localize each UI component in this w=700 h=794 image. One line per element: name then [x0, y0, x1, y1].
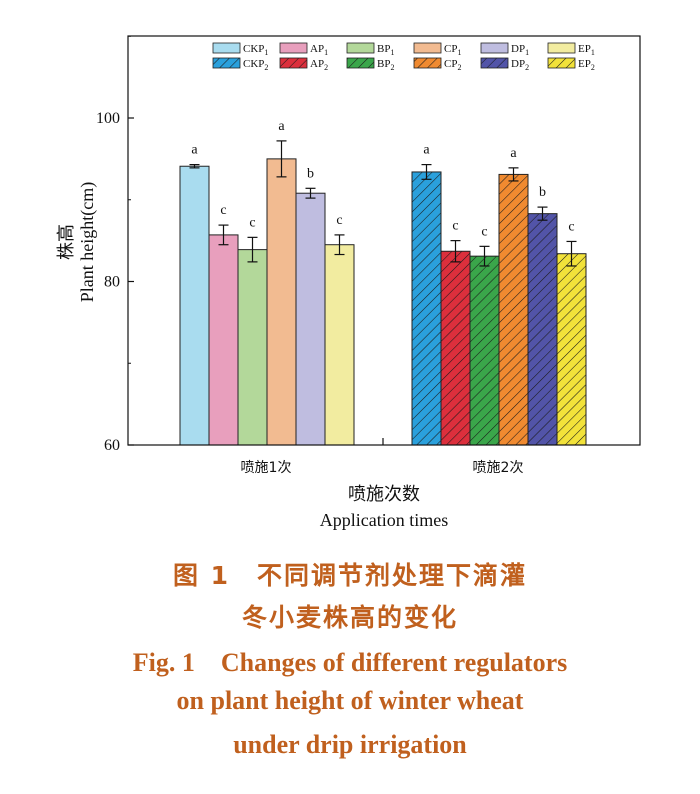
plot-frame: [127, 35, 641, 446]
caption-en-line1: Fig. 1 Changes of different regulators: [132, 648, 568, 677]
bar-dp1: [295, 192, 326, 446]
bar-ap1: [208, 234, 239, 446]
legend-label: EP2: [578, 58, 595, 72]
significance-label: a: [278, 119, 285, 134]
legend: CKP1 AP1 BP1 CP1 DP1 EP1 CKP2 AP2 BP2 CP2 DP2 EP2: [212, 42, 595, 72]
x-tick-label: 喷施2次: [473, 460, 524, 476]
caption-cn-line1: 图 1 不同调节剂处理下滴灌: [172, 561, 528, 590]
legend-swatch: [212, 57, 241, 69]
legend-label-subscript: 2: [457, 63, 461, 72]
legend-label-subscript: 1: [525, 48, 529, 57]
x-axis-label-en: Application times: [320, 510, 448, 530]
bar-dp2: [527, 213, 558, 446]
legend-label: AP1: [310, 43, 328, 57]
bar-ep1: [324, 244, 355, 446]
y-axis-label-en: Plant height(cm): [77, 182, 98, 302]
significance-label: b: [307, 166, 314, 181]
legend-label: BP2: [377, 58, 394, 72]
bar-bp2: [469, 255, 500, 446]
legend-swatch: [346, 57, 375, 69]
legend-label-subscript: 2: [324, 63, 328, 72]
legend-label-subscript: 1: [457, 48, 461, 57]
legend-label: CP1: [444, 43, 461, 57]
bar-ckp2: [411, 171, 442, 446]
legend-swatch: [346, 42, 375, 54]
y-axis-label-cn: 株高: [56, 224, 77, 260]
bar-ckp1: [179, 165, 210, 446]
y-tick-label: 60: [104, 437, 120, 454]
caption-en-line2: on plant height of winter wheat: [176, 686, 524, 715]
legend-label-subscript: 1: [390, 48, 394, 57]
x-tick-label: 喷施1次: [241, 460, 292, 476]
legend-swatch: [212, 42, 241, 54]
legend-swatch: [547, 42, 576, 54]
legend-swatch: [279, 42, 308, 54]
y-tick-label: 100: [96, 110, 120, 127]
significance-label: c: [249, 215, 255, 230]
bar-cp2: [498, 173, 529, 446]
caption-cn-line2: 冬小麦株高的变化: [241, 603, 458, 632]
significance-label: c: [481, 224, 487, 239]
bars-layer: a c c a b c a c c a b c: [179, 119, 587, 446]
x-axis-label-cn: 喷施次数: [348, 484, 420, 505]
legend-label-subscript: 1: [324, 48, 328, 57]
significance-label: a: [510, 146, 517, 161]
legend-swatch: [547, 57, 576, 69]
legend-label: CKP1: [243, 43, 268, 57]
bar-ep2: [556, 253, 587, 446]
legend-label-subscript: 2: [390, 63, 394, 72]
legend-label: CP2: [444, 58, 461, 72]
legend-label-subscript: 2: [264, 63, 268, 72]
significance-label: a: [423, 143, 430, 158]
legend-swatch: [413, 42, 442, 54]
significance-label: c: [336, 213, 342, 228]
legend-swatch: [480, 57, 509, 69]
legend-swatch: [279, 57, 308, 69]
legend-swatch: [413, 57, 442, 69]
significance-label: c: [220, 203, 226, 218]
legend-label: DP2: [511, 58, 529, 72]
legend-label-subscript: 2: [591, 63, 595, 72]
significance-label: b: [539, 185, 546, 200]
y-tick-label: 80: [104, 274, 120, 291]
legend-label: AP2: [310, 58, 328, 72]
legend-label-subscript: 2: [525, 63, 529, 72]
bar-ap2: [440, 250, 471, 446]
legend-label: BP1: [377, 43, 394, 57]
legend-label-subscript: 1: [591, 48, 595, 57]
legend-label-subscript: 1: [264, 48, 268, 57]
caption-en-line3: under drip irrigation: [233, 730, 467, 759]
significance-label: c: [452, 219, 458, 234]
legend-swatch: [480, 42, 509, 54]
significance-label: a: [191, 143, 198, 158]
legend-label: DP1: [511, 43, 529, 57]
legend-label: CKP2: [243, 58, 268, 72]
axes-layer: 60 80 100 喷施1次 喷施2次: [96, 35, 641, 476]
significance-label: c: [568, 219, 574, 234]
bar-cp1: [266, 158, 297, 446]
bar-bp1: [237, 249, 268, 446]
legend-label: EP1: [578, 43, 595, 57]
